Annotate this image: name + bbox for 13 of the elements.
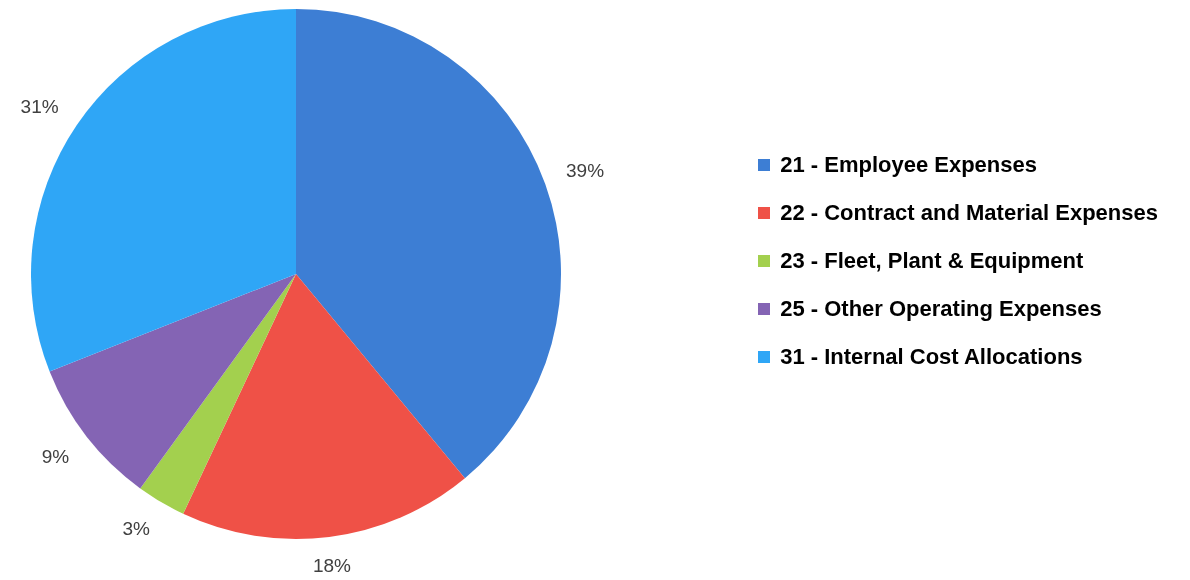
legend-label: 23 - Fleet, Plant & Equipment	[780, 248, 1084, 273]
legend-label: 21 - Employee Expenses	[780, 152, 1037, 177]
legend-label: 22 - Contract and Material Expenses	[780, 200, 1158, 225]
data-label: 39%	[566, 159, 605, 181]
legend-label: 31 - Internal Cost Allocations	[780, 344, 1083, 369]
pie-slice	[140, 274, 296, 514]
data-label: 31%	[20, 95, 59, 117]
data-label: 3%	[122, 517, 150, 539]
legend-label: 25 - Other Operating Expenses	[780, 296, 1102, 321]
data-label: 18%	[312, 555, 352, 577]
pie-slice	[183, 274, 465, 539]
pie-slice	[296, 9, 561, 479]
data-label: 9%	[41, 446, 70, 468]
